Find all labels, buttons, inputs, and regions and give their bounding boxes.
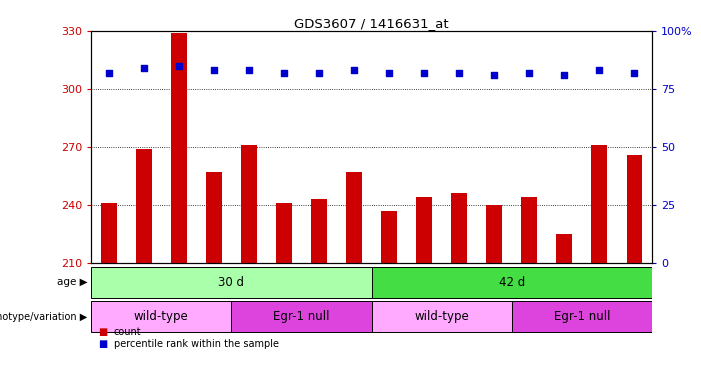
Point	[489, 72, 500, 78]
Text: Egr-1 null: Egr-1 null	[273, 310, 329, 323]
Point	[348, 67, 360, 73]
Point	[383, 70, 395, 76]
Bar	[416, 197, 432, 263]
Bar	[276, 203, 292, 263]
Point	[454, 70, 465, 76]
Text: percentile rank within the sample: percentile rank within the sample	[114, 339, 278, 349]
Text: wild-type: wild-type	[134, 310, 189, 323]
Point	[524, 70, 535, 76]
Text: 30 d: 30 d	[218, 276, 245, 289]
Bar	[101, 203, 116, 263]
Bar	[627, 155, 642, 263]
Bar	[231, 301, 372, 332]
Point	[173, 63, 184, 69]
Bar	[91, 267, 372, 298]
Point	[629, 70, 640, 76]
Text: ■: ■	[98, 327, 107, 337]
Bar	[592, 145, 607, 263]
Bar	[171, 33, 186, 263]
Point	[418, 70, 430, 76]
Point	[594, 67, 605, 73]
Bar	[241, 145, 257, 263]
Bar	[486, 205, 502, 263]
Point	[278, 70, 290, 76]
Point	[138, 65, 149, 71]
Text: wild-type: wild-type	[414, 310, 469, 323]
Point	[208, 67, 219, 73]
Bar	[311, 199, 327, 263]
Bar	[451, 194, 467, 263]
Point	[559, 72, 570, 78]
Bar	[512, 301, 652, 332]
Bar	[206, 172, 222, 263]
Text: genotype/variation ▶: genotype/variation ▶	[0, 312, 88, 322]
Bar	[91, 301, 231, 332]
Title: GDS3607 / 1416631_at: GDS3607 / 1416631_at	[294, 17, 449, 30]
Bar	[136, 149, 151, 263]
Point	[103, 70, 114, 76]
Text: ■: ■	[98, 339, 107, 349]
Bar	[372, 267, 652, 298]
Point	[243, 67, 254, 73]
Text: 42 d: 42 d	[498, 276, 525, 289]
Text: count: count	[114, 327, 141, 337]
Bar	[346, 172, 362, 263]
Bar	[557, 234, 572, 263]
Bar	[372, 301, 512, 332]
Text: Egr-1 null: Egr-1 null	[554, 310, 610, 323]
Bar	[522, 197, 537, 263]
Bar	[381, 211, 397, 263]
Point	[313, 70, 325, 76]
Text: age ▶: age ▶	[57, 277, 88, 287]
